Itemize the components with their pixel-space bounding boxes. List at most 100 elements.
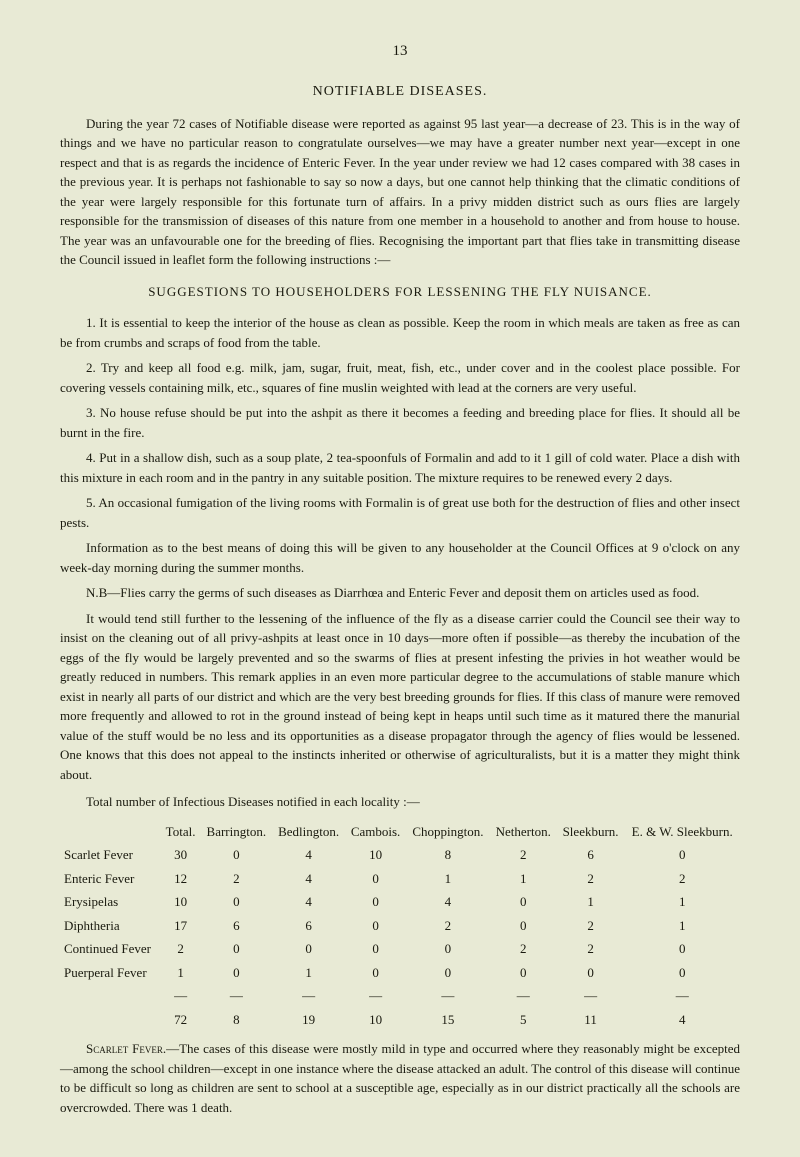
suggestion-2: 2. Try and keep all food e.g. milk, jam,… [60,358,740,397]
table-cell: 2 [406,914,490,938]
suggestion-3: 3. No house refuse should be put into th… [60,403,740,442]
table-cell: 4 [272,843,345,867]
table-cell: 2 [490,843,557,867]
table-cell: 0 [345,890,406,914]
header-blank [60,820,161,844]
header-cambois: Cambois. [345,820,406,844]
table-cell: 1 [490,867,557,891]
totals-cell: 10 [345,1008,406,1032]
table-row: Diphtheria176602021 [60,914,740,938]
table-cell: 1 [161,961,201,985]
dash-cell: — [345,984,406,1008]
table-cell: 4 [272,867,345,891]
table-cell: 0 [624,961,740,985]
table-cell: Scarlet Fever [60,843,161,867]
table-cell: 0 [557,961,625,985]
header-barrington: Barrington. [201,820,273,844]
table-cell: 0 [345,914,406,938]
table-cell: 0 [345,867,406,891]
dash-cell: — [490,984,557,1008]
totals-cell: 72 [161,1008,201,1032]
table-cell: 1 [272,961,345,985]
table-cell: 0 [345,937,406,961]
totals-cell: 15 [406,1008,490,1032]
info-paragraph: Information as to the best means of doin… [60,538,740,577]
table-cell: 2 [557,914,625,938]
dash-cell: — [272,984,345,1008]
dash-cell: — [201,984,273,1008]
diseases-table: Total. Barrington. Bedlington. Cambois. … [60,820,740,1032]
table-cell: Continued Fever [60,937,161,961]
table-cell: 2 [201,867,273,891]
table-cell: Puerperal Fever [60,961,161,985]
header-bedlington: Bedlington. [272,820,345,844]
totals-row: 7281910155114 [60,1008,740,1032]
main-title: NOTIFIABLE DISEASES. [60,81,740,102]
table-row: Puerperal Fever10100000 [60,961,740,985]
table-cell: 6 [201,914,273,938]
table-cell: 30 [161,843,201,867]
table-cell: 2 [624,867,740,891]
totals-cell: 4 [624,1008,740,1032]
table-cell: 2 [557,937,625,961]
totals-cell: 11 [557,1008,625,1032]
table-cell: 2 [557,867,625,891]
dash-cell [60,984,161,1008]
table-cell: 10 [161,890,201,914]
suggestion-1: 1. It is essential to keep the interior … [60,313,740,352]
table-cell: 2 [161,937,201,961]
header-total: Total. [161,820,201,844]
table-row: Scarlet Fever3004108260 [60,843,740,867]
table-intro: Total number of Infectious Diseases noti… [60,792,740,812]
table-cell: 0 [201,937,273,961]
table-cell: 6 [557,843,625,867]
dash-cell: — [557,984,625,1008]
intro-paragraph: During the year 72 cases of Notifiable d… [60,114,740,270]
table-cell: 0 [624,843,740,867]
table-cell: 4 [406,890,490,914]
table-row: Continued Fever20000220 [60,937,740,961]
table-cell: 4 [272,890,345,914]
table-cell: 1 [406,867,490,891]
table-cell: 8 [406,843,490,867]
table-cell: 0 [406,961,490,985]
table-cell: 0 [201,961,273,985]
table-cell: 0 [345,961,406,985]
table-cell: 1 [557,890,625,914]
table-cell: 6 [272,914,345,938]
scarlet-fever-label: Scarlet Fever. [86,1041,166,1056]
table-cell: 12 [161,867,201,891]
page-number: 13 [60,40,740,63]
totals-cell: 8 [201,1008,273,1032]
table-cell: 1 [624,890,740,914]
table-cell: 0 [490,961,557,985]
table-cell: 1 [624,914,740,938]
table-cell: 0 [624,937,740,961]
dash-cell: — [406,984,490,1008]
totals-cell [60,1008,161,1032]
totals-cell: 5 [490,1008,557,1032]
table-cell: 17 [161,914,201,938]
subtitle: SUGGESTIONS TO HOUSEHOLDERS FOR LESSENIN… [60,282,740,302]
table-cell: Enteric Fever [60,867,161,891]
table-row: Enteric Fever122401122 [60,867,740,891]
suggestion-5: 5. An occasional fumigation of the livin… [60,493,740,532]
nb-paragraph: N.B—Flies carry the germs of such diseas… [60,583,740,603]
header-netherton: Netherton. [490,820,557,844]
table-header-row: Total. Barrington. Bedlington. Cambois. … [60,820,740,844]
scarlet-fever-paragraph: Scarlet Fever.—The cases of this disease… [60,1039,740,1117]
header-ew-sleekburn: E. & W. Sleekburn. [624,820,740,844]
dash-cell: — [624,984,740,1008]
table-cell: 10 [345,843,406,867]
table-cell: 2 [490,937,557,961]
table-cell: 0 [406,937,490,961]
table-cell: 0 [490,914,557,938]
table-cell: Erysipelas [60,890,161,914]
table-cell: 0 [201,890,273,914]
header-sleekburn: Sleekburn. [557,820,625,844]
table-row: Erysipelas100404011 [60,890,740,914]
table-cell: Diphtheria [60,914,161,938]
dash-cell: — [161,984,201,1008]
dash-row: ———————— [60,984,740,1008]
table-cell: 0 [272,937,345,961]
